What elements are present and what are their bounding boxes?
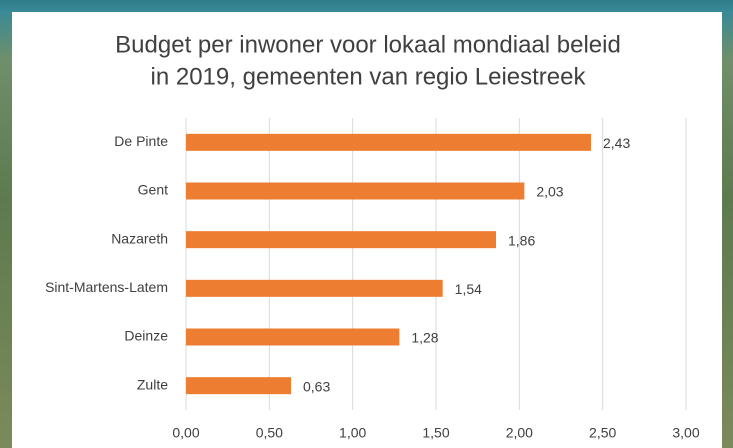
x-tick-label: 0,00 — [172, 425, 199, 441]
bar — [186, 329, 399, 346]
y-tick-label: Gent — [138, 182, 168, 198]
bar — [186, 377, 291, 394]
y-tick-label: Sint-Martens-Latem — [45, 279, 168, 295]
value-label: 1,28 — [411, 330, 438, 346]
x-tick-label: 1,00 — [339, 425, 366, 441]
page: Budget per inwoner voor lokaal mondiaal … — [0, 0, 733, 448]
chart-title: in 2019, gemeenten van regio Leiestreek — [151, 63, 587, 90]
bar — [186, 231, 496, 248]
x-tick-label: 2,00 — [506, 425, 533, 441]
value-label: 1,54 — [455, 281, 482, 297]
x-tick-label: 1,50 — [422, 425, 449, 441]
value-label: 2,03 — [536, 184, 563, 200]
y-tick-label: Deinze — [124, 328, 168, 344]
y-tick-label: De Pinte — [114, 133, 168, 149]
x-tick-label: 2,50 — [589, 425, 616, 441]
y-tick-label: Nazareth — [111, 230, 168, 246]
chart: Budget per inwoner voor lokaal mondiaal … — [0, 0, 733, 448]
value-label: 0,63 — [303, 378, 330, 394]
value-label: 2,43 — [603, 135, 630, 151]
value-label: 1,86 — [508, 232, 535, 248]
bar — [186, 280, 443, 297]
bar — [186, 183, 524, 200]
y-tick-label: Zulte — [137, 376, 168, 392]
chart-title: Budget per inwoner voor lokaal mondiaal … — [115, 31, 621, 58]
x-tick-label: 0,50 — [256, 425, 283, 441]
bar — [186, 134, 591, 151]
x-tick-label: 3,00 — [672, 425, 699, 441]
